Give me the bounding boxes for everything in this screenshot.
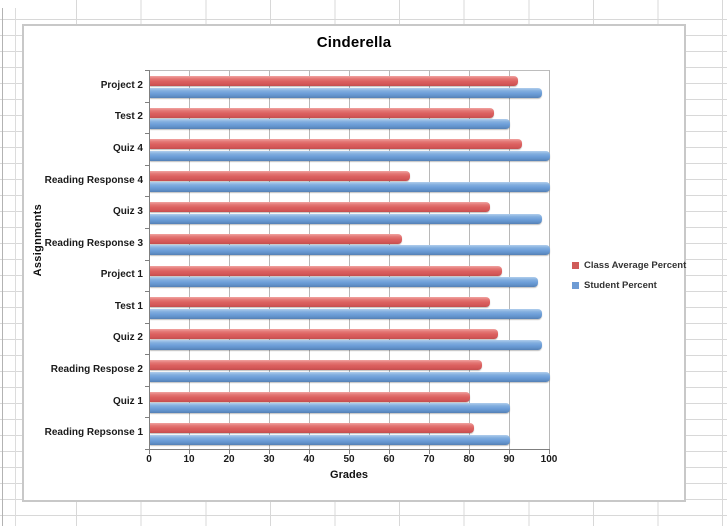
y-axis-tick	[145, 102, 149, 103]
x-axis-tick	[309, 450, 310, 454]
bar-student	[150, 434, 510, 445]
category-label: Test 2	[114, 111, 143, 123]
x-tick-label: 60	[383, 454, 395, 465]
bar-student	[150, 340, 542, 351]
y-axis-tick	[145, 196, 149, 197]
y-axis-tick	[145, 260, 149, 261]
bar-class-average	[150, 297, 490, 308]
bar-class-average	[150, 139, 522, 150]
y-axis-tick	[145, 449, 149, 450]
bar-class-average	[150, 391, 470, 402]
category-axis-labels: Project 2 Test 2 Quiz 4 Reading Response 4 Q…	[42, 70, 143, 449]
category-label: Reading Response 3	[44, 237, 143, 249]
legend-label: Student Percent	[584, 280, 657, 291]
bar-class-average	[150, 202, 490, 213]
x-tick-label: 0	[146, 454, 152, 465]
gridline-70	[429, 70, 430, 449]
plot-area	[145, 70, 550, 454]
y-axis-line	[149, 70, 150, 450]
x-axis-tick	[149, 450, 150, 454]
x-tick-label: 50	[343, 454, 355, 465]
y-axis-tick	[145, 417, 149, 418]
worksheet-edge-line	[2, 8, 3, 526]
legend-item: Class Average Percent	[572, 260, 686, 271]
gridline-20	[229, 70, 230, 449]
legend-color-chip-icon	[572, 262, 579, 269]
bar-student	[150, 182, 550, 193]
category-label: Reading Response 4	[44, 174, 143, 186]
x-axis-tick	[189, 450, 190, 454]
bar-student	[150, 213, 542, 224]
x-axis-line	[149, 449, 550, 450]
category-label: Project 2	[100, 79, 143, 91]
gridline-90	[509, 70, 510, 449]
category-label: Reading Repsonse 1	[44, 427, 143, 439]
bar-class-average	[150, 233, 402, 244]
bar-class-average	[150, 265, 502, 276]
x-tick-label: 90	[503, 454, 515, 465]
y-axis-tick	[145, 323, 149, 324]
x-axis-tick-labels: 0 10 20 30 40 50 60 70 80 90 100	[146, 454, 557, 466]
gridline-30	[269, 70, 270, 449]
bar-class-average	[150, 423, 474, 434]
x-axis-tick	[349, 450, 350, 454]
category-label: Quiz 3	[112, 206, 143, 218]
x-axis-tick	[549, 450, 550, 454]
bar-student	[150, 119, 510, 130]
chart-object[interactable]: Cinderella Assignments Project 2 Test 2 Qu…	[22, 24, 686, 502]
y-axis-tick	[145, 133, 149, 134]
legend-label: Class Average Percent	[584, 260, 687, 271]
bar-student	[150, 245, 550, 256]
category-label: Quiz 2	[112, 332, 143, 344]
bar-class-average	[150, 170, 410, 181]
category-label: Test 1	[114, 300, 143, 312]
category-label: Quiz 4	[112, 142, 143, 154]
y-axis-tick	[145, 354, 149, 355]
x-tick-label: 20	[223, 454, 235, 465]
bar-student	[150, 87, 542, 98]
y-axis-tick	[145, 386, 149, 387]
legend: Class Average Percent Student Percent	[572, 260, 686, 291]
y-axis-tick	[145, 165, 149, 166]
bar-student	[150, 371, 550, 382]
bar-student	[150, 150, 550, 161]
x-axis-tick	[429, 450, 430, 454]
bar-class-average	[150, 76, 518, 86]
worksheet-column-line	[15, 8, 16, 526]
gridline-60	[389, 70, 390, 449]
legend-color-chip-icon	[572, 282, 579, 289]
category-label: Project 1	[100, 269, 143, 281]
y-axis-tick	[145, 228, 149, 229]
category-label: Reading Respose 2	[50, 364, 143, 376]
gridline-80	[469, 70, 470, 449]
gridline-100	[549, 70, 550, 449]
x-tick-label: 100	[540, 454, 558, 465]
x-axis-tick	[389, 450, 390, 454]
y-axis-tick	[145, 291, 149, 292]
x-axis-tick	[469, 450, 470, 454]
x-tick-label: 30	[263, 454, 275, 465]
x-tick-label: 70	[423, 454, 435, 465]
x-axis-tick	[269, 450, 270, 454]
x-tick-label: 80	[463, 454, 475, 465]
gridline-10	[189, 70, 190, 449]
x-axis-title: Grades	[330, 469, 368, 481]
x-tick-label: 10	[183, 454, 195, 465]
x-tick-label: 40	[303, 454, 315, 465]
chart-title: Cinderella	[316, 34, 392, 51]
bar-class-average	[150, 360, 482, 371]
x-axis-tick	[229, 450, 230, 454]
y-axis-tick	[145, 70, 149, 71]
legend-item: Student Percent	[572, 280, 686, 291]
bar-class-average	[150, 328, 498, 339]
category-label: Quiz 1	[112, 395, 143, 407]
bar-student	[150, 277, 538, 287]
x-axis-tick	[509, 450, 510, 454]
bar-student	[150, 308, 542, 319]
gridline-40	[309, 70, 310, 449]
bar-student	[150, 403, 510, 414]
bar-class-average	[150, 107, 494, 118]
gridline-50	[349, 70, 350, 449]
